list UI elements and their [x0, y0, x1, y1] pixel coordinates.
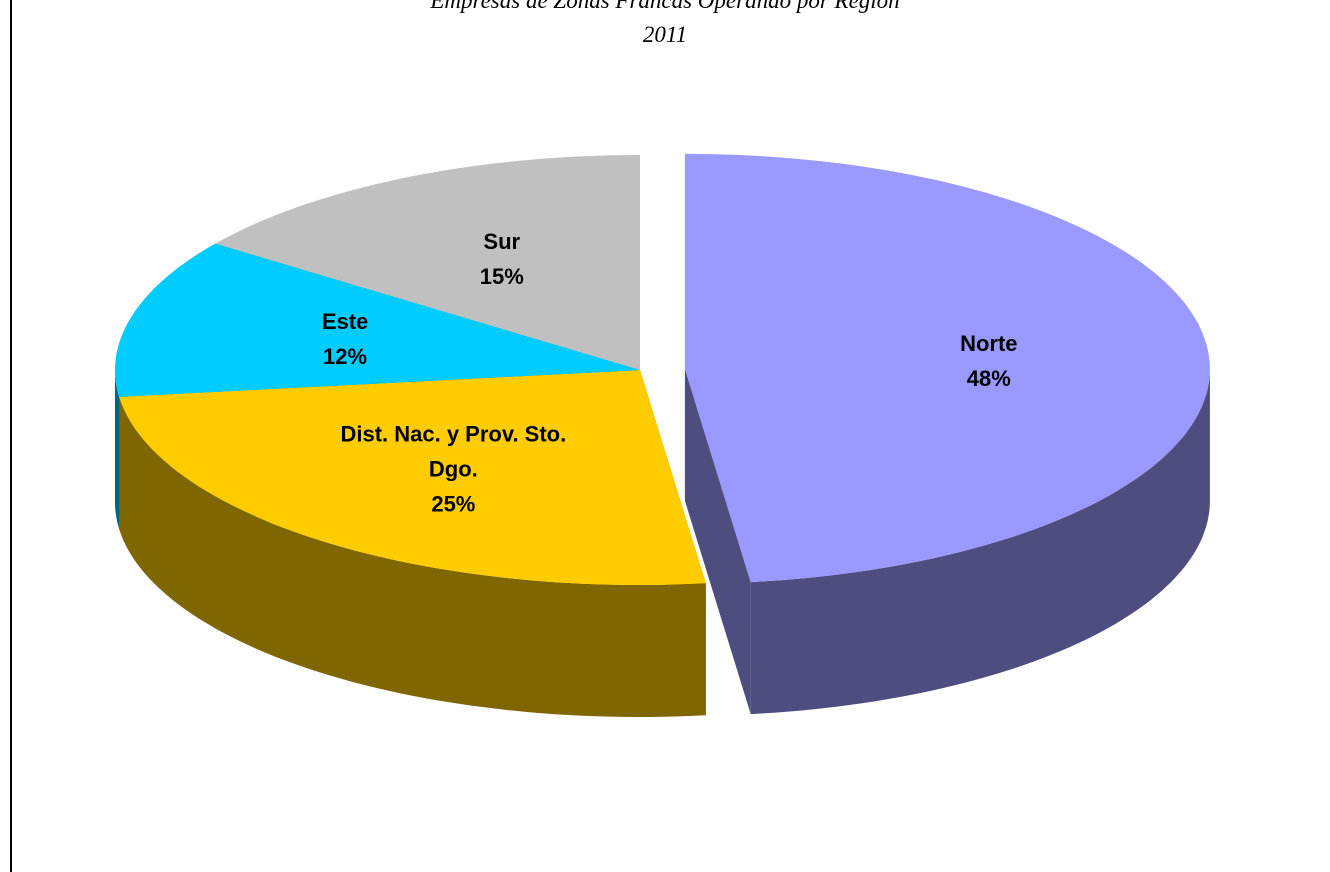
slice-side — [750, 368, 1210, 715]
slice — [215, 155, 641, 370]
data-label: Dist. Nac. y Prov. Sto. Dgo. 25% — [323, 416, 583, 521]
slice-side — [684, 368, 751, 715]
chart-subtitle: 2011 — [642, 22, 688, 47]
chart-title: Empresas de Zonas Francas Operando por R… — [430, 0, 900, 13]
slice — [684, 153, 1210, 583]
slice-side — [115, 370, 120, 529]
slice — [115, 243, 640, 397]
slice-side — [119, 396, 706, 717]
slice — [119, 370, 706, 585]
data-label-value: 12% — [323, 343, 368, 369]
data-label-name: Sur — [483, 228, 521, 254]
data-label-name: Norte — [960, 331, 1018, 356]
data-label: Este 12% — [215, 304, 475, 374]
data-label-name: Dist. Nac. y Prov. Sto. Dgo. — [340, 421, 567, 482]
data-label-value: 48% — [966, 366, 1011, 391]
data-label-value: 15% — [479, 263, 524, 289]
data-label: Sur 15% — [372, 224, 632, 294]
data-label: Norte 48% — [859, 326, 1119, 396]
data-label-name: Este — [321, 308, 369, 334]
data-label-value: 25% — [431, 491, 476, 517]
